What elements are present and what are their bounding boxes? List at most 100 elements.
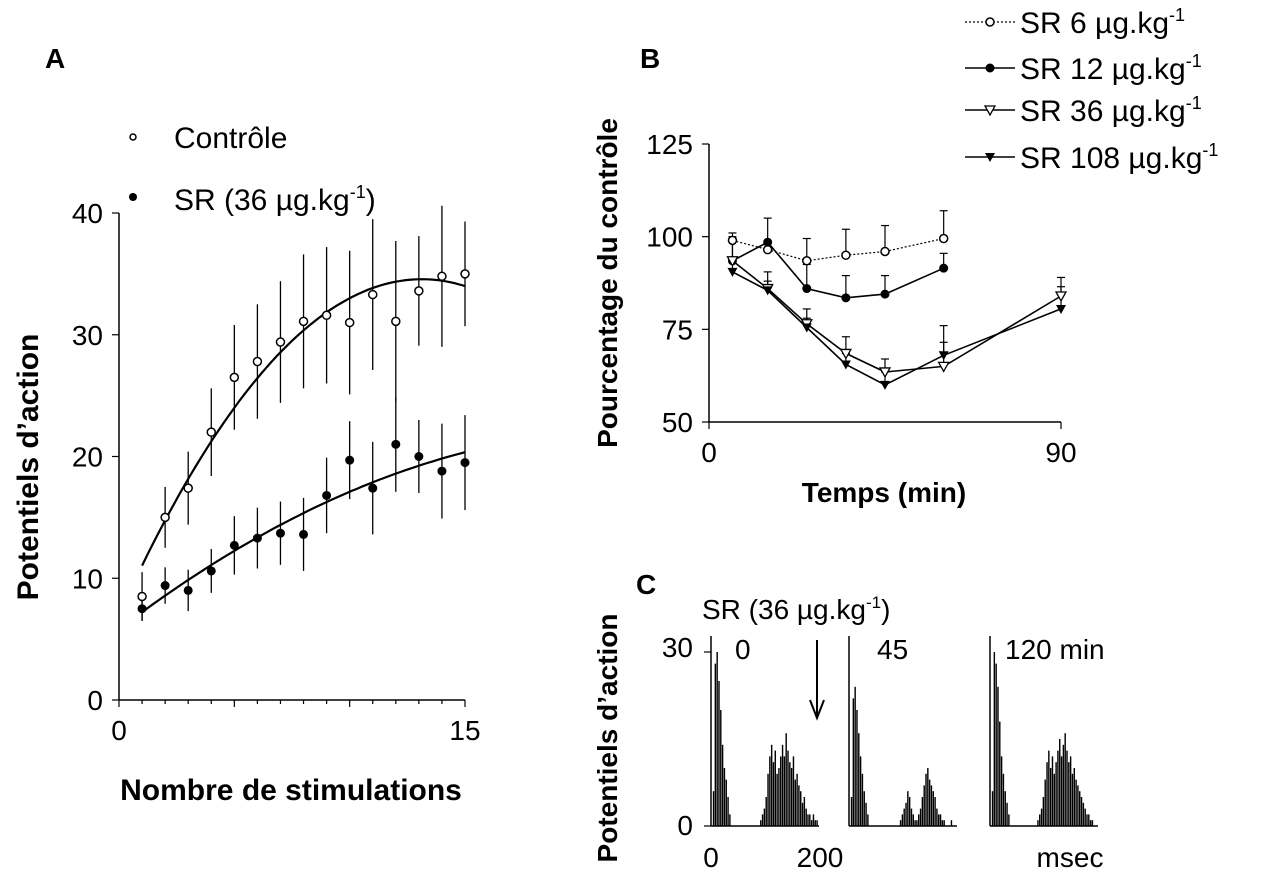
histogram-0-bar	[712, 791, 715, 826]
histogram-0-bar	[761, 814, 764, 826]
control-point	[183, 483, 193, 493]
histogram-2-bar	[1046, 762, 1048, 826]
histogram-0-bar	[812, 814, 815, 826]
panel-a-ylabel: Potentiels d’action	[12, 334, 45, 601]
histogram-2-bar	[999, 721, 1001, 826]
histogram-0-bar	[765, 797, 767, 826]
histogram-2-bar	[1051, 756, 1054, 826]
histogram-0-bar	[716, 652, 718, 826]
panel-a-ytick-label: 40	[72, 198, 103, 229]
histogram-2-bar	[1088, 814, 1090, 826]
sr6-point	[727, 235, 738, 246]
histogram-0-bar	[774, 750, 776, 826]
histogram-1-bar	[907, 791, 909, 826]
panel-c-time-0: 0	[735, 634, 751, 665]
sr108-point	[1056, 304, 1066, 314]
control-point	[460, 269, 470, 279]
histogram-1-bar	[918, 814, 920, 826]
histogram-2-bar	[1086, 814, 1088, 826]
histogram-1-bar	[912, 814, 914, 826]
histogram-0-bar	[785, 733, 787, 826]
sr36-point	[1054, 291, 1068, 303]
panel-c-title-prefix: SR (36 µg.kg	[702, 594, 866, 625]
sr108-point	[880, 380, 890, 390]
histogram-1-bar	[899, 820, 902, 826]
histogram-1-bar	[858, 733, 860, 826]
histogram-0-bar	[783, 756, 786, 826]
sr108-point	[801, 323, 812, 333]
panel-c-letter: C	[636, 569, 656, 600]
sr-point	[206, 566, 216, 576]
histogram-2-bar	[1066, 750, 1068, 826]
histogram-0-bar	[814, 820, 816, 826]
sr6-point	[938, 233, 949, 244]
histogram-2-bar	[1004, 791, 1006, 826]
histogram-0-bar	[789, 762, 791, 826]
histogram-0-bar	[714, 663, 717, 826]
histogram-1-bar	[919, 808, 922, 826]
sr36-line	[732, 260, 1062, 373]
sr-point	[437, 466, 447, 476]
histogram-0-bar	[727, 797, 729, 826]
control-point	[414, 286, 424, 296]
legend-sr-label: SR (36 µg.kg-1)	[174, 182, 376, 217]
sr-point	[391, 439, 401, 449]
histogram-2-bar	[1037, 820, 1039, 826]
histogram-2-bar	[1064, 733, 1066, 826]
panel-b-ytick-label: 75	[662, 314, 693, 345]
panel-a-xtick-label: 0	[111, 715, 127, 746]
histogram-0-bar	[767, 773, 769, 826]
panel-c-histograms	[704, 636, 1098, 827]
histogram-1-bar	[903, 808, 905, 826]
histogram-2-bar	[991, 791, 994, 826]
histogram-2-bar	[997, 686, 999, 826]
histogram-1-bar	[863, 791, 865, 826]
histogram-1-bar	[938, 814, 940, 826]
sr-point	[345, 455, 355, 465]
sr108-point	[840, 360, 851, 370]
histogram-0-bar	[725, 779, 727, 826]
histogram-1-bar	[905, 802, 907, 826]
histogram-1-bar	[852, 698, 855, 826]
histogram-0-bar	[803, 797, 806, 826]
histogram-1-bar	[930, 785, 933, 826]
histogram-2-bar	[993, 652, 996, 826]
sr12-line	[732, 241, 945, 299]
legend-sr-suffix: )	[366, 184, 376, 217]
histogram-0-bar	[778, 768, 780, 826]
sr-point	[460, 458, 470, 468]
control-point	[367, 289, 378, 300]
sr108-point	[938, 351, 949, 361]
panel-a-xtick-label: 15	[449, 715, 480, 746]
histogram-2-bar	[1080, 797, 1083, 826]
sr-point	[252, 533, 262, 543]
control-point	[391, 316, 401, 327]
histogram-0-bar	[769, 756, 771, 826]
sr-point	[229, 540, 239, 550]
histogram-2-bar	[1082, 802, 1085, 826]
control-point	[437, 271, 447, 282]
panel-c-title: SR (36 µg.kg-1)	[702, 593, 890, 625]
sr-point	[137, 604, 147, 614]
histogram-2-bar	[1084, 808, 1086, 826]
histogram-0-bar	[816, 820, 818, 826]
histogram-2-bar	[1075, 779, 1077, 826]
histogram-1-bar	[914, 820, 916, 826]
panel-a-letter: A	[45, 43, 65, 74]
histogram-1-bar	[928, 779, 931, 826]
histogram-2-bar	[1089, 820, 1092, 826]
control-point	[298, 316, 309, 327]
histogram-2-bar	[1042, 797, 1045, 826]
panel-c-xtick-0: 0	[703, 842, 719, 873]
sr36-point	[878, 367, 892, 379]
histogram-2-bar	[1062, 744, 1065, 826]
histogram-2-bar	[1079, 791, 1081, 826]
panel-b-axes: 0 90 50 75 100 125	[646, 129, 1076, 468]
sr36-point	[937, 361, 950, 373]
panel-a-ytick-label: 20	[72, 442, 103, 473]
control-point	[252, 356, 263, 367]
histogram-2-bar	[1055, 762, 1057, 826]
histogram-1-bar	[865, 802, 867, 826]
histogram-0-bar	[729, 814, 731, 826]
histogram-2-bar	[1073, 768, 1075, 826]
